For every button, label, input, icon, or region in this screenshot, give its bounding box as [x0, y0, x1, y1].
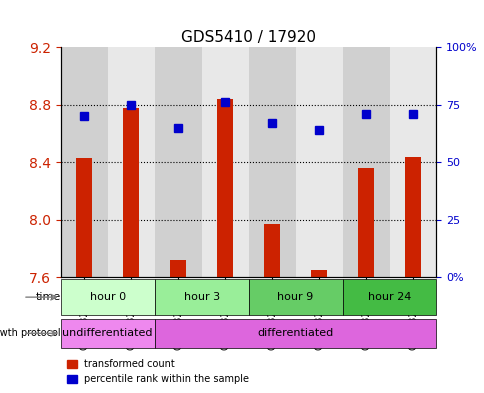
- Bar: [263, 224, 280, 277]
- Text: hour 3: hour 3: [183, 292, 219, 302]
- Bar: [169, 260, 186, 277]
- Bar: [107, 47, 154, 277]
- Bar: [310, 270, 327, 277]
- FancyBboxPatch shape: [60, 279, 154, 315]
- Bar: [404, 156, 421, 277]
- Title: GDS5410 / 17920: GDS5410 / 17920: [181, 29, 316, 44]
- Bar: [248, 47, 295, 277]
- Bar: [389, 47, 436, 277]
- Text: hour 0: hour 0: [90, 292, 125, 302]
- FancyBboxPatch shape: [154, 318, 436, 348]
- Text: time: time: [35, 292, 60, 302]
- FancyBboxPatch shape: [248, 279, 342, 315]
- FancyBboxPatch shape: [60, 318, 154, 348]
- FancyBboxPatch shape: [154, 279, 248, 315]
- Bar: [216, 99, 233, 277]
- Bar: [357, 168, 374, 277]
- Text: hour 24: hour 24: [367, 292, 410, 302]
- Bar: [122, 108, 139, 277]
- Legend: transformed count, percentile rank within the sample: transformed count, percentile rank withi…: [63, 356, 253, 388]
- Bar: [342, 47, 389, 277]
- Bar: [201, 47, 248, 277]
- Bar: [154, 47, 201, 277]
- Text: undifferentiated: undifferentiated: [62, 328, 152, 338]
- Bar: [295, 47, 342, 277]
- Text: differentiated: differentiated: [257, 328, 333, 338]
- Text: growth protocol: growth protocol: [0, 328, 60, 338]
- Bar: [76, 158, 92, 277]
- Text: hour 9: hour 9: [277, 292, 313, 302]
- Bar: [60, 47, 107, 277]
- FancyBboxPatch shape: [342, 279, 436, 315]
